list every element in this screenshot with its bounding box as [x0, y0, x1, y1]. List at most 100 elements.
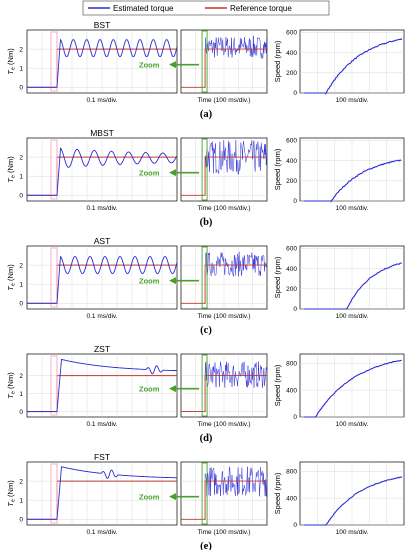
- zoom-label: Zoom: [139, 493, 160, 502]
- axis-label-speed: Speed (rpm): [273, 148, 282, 190]
- axis-label-time-long: Time (100 ms/div.): [197, 205, 250, 212]
- tick-label-torque: 1: [19, 65, 23, 72]
- speed-line: [304, 359, 402, 418]
- reference-torque-line-long: [181, 264, 267, 304]
- panel-title: MBST: [90, 128, 114, 138]
- left-arrow-icon: [169, 169, 176, 177]
- tick-label-speed: 0: [293, 306, 297, 313]
- torque-long-plot: Time (100 ms/div.): [180, 461, 268, 536]
- chart-legend: Estimated torque Reference torque: [82, 0, 330, 16]
- reference-torque-line-long: [181, 375, 267, 413]
- tick-label-torque: 1: [19, 281, 23, 288]
- axis-label-time-speed: 100 ms/div.: [336, 421, 369, 428]
- zoom-highlight-box: [50, 355, 58, 416]
- zoom-highlight-box: [50, 463, 58, 524]
- zoom-highlight-box: [50, 247, 58, 308]
- estimated-torque-line-long: [181, 361, 267, 412]
- left-arrow-icon: [169, 385, 176, 393]
- torque-long-plot: Time (100 ms/div.): [180, 353, 268, 428]
- tick-label-torque: 0: [19, 84, 23, 91]
- torque-zoom-plot: 0 1 2 ZST Te (Nm) 0.1 ms/div.: [6, 344, 178, 428]
- zoom-window-marker: [201, 354, 208, 417]
- tick-label-speed: 800: [286, 360, 297, 367]
- tick-label-torque: 1: [19, 497, 23, 504]
- torque-long-plot: Time (100 ms/div.): [180, 29, 268, 104]
- tick-label-speed: 0: [293, 198, 297, 205]
- axis-label-time-zoom: 0.1 ms/div.: [87, 421, 118, 428]
- axis-label-time-zoom: 0.1 ms/div.: [87, 313, 118, 320]
- axis-label-time-speed: 100 ms/div.: [336, 529, 369, 536]
- estimated-torque-line-long: [181, 251, 267, 304]
- estimated-torque-line-long: [181, 35, 267, 88]
- axis-label-time-zoom: 0.1 ms/div.: [87, 205, 118, 212]
- panel-bst: 0 1 2 BST Te (Nm) 0.1 ms/div. Time (100 ms/div…: [6, 20, 405, 120]
- figure-row-c: 0 1 2 AST Te (Nm) 0.1 ms/div. Time (100 ms/div…: [0, 236, 412, 344]
- panel-title: ZST: [94, 344, 110, 354]
- speed-line: [304, 262, 403, 310]
- estimated-torque-line: [27, 38, 178, 88]
- tick-label-speed: 400: [286, 266, 297, 273]
- axis-label-time-speed: 100 ms/div.: [336, 313, 369, 320]
- tick-label-torque: 0: [19, 516, 23, 523]
- panel-title: AST: [94, 236, 111, 246]
- panel-caption: (c): [200, 325, 212, 336]
- axis-label-speed: Speed (rpm): [273, 364, 282, 406]
- axis-label-time-speed: 100 ms/div.: [336, 205, 369, 212]
- tick-label-torque: 2: [19, 373, 23, 380]
- panel-zst: 0 1 2 ZST Te (Nm) 0.1 ms/div. Time (100 ms/div…: [6, 344, 405, 444]
- torque-zoom-plot: 0 1 2 FST Te (Nm) 0.1 ms/div.: [6, 452, 178, 536]
- tick-label-torque: 2: [19, 154, 23, 161]
- tick-label-speed: 400: [286, 158, 297, 165]
- legend-label-estimated: Estimated torque: [113, 4, 174, 13]
- zoom-highlight-box: [50, 139, 58, 200]
- tick-label-speed: 400: [286, 50, 297, 57]
- estimated-torque-line: [27, 255, 178, 304]
- left-arrow-icon: [169, 277, 176, 285]
- tick-label-torque: 0: [19, 409, 23, 416]
- torque-zoom-plot: 0 1 2 MBST Te (Nm) 0.1 ms/div.: [6, 128, 178, 212]
- tick-label-torque: 1: [19, 173, 23, 180]
- zoom-window-marker: [201, 246, 208, 309]
- estimated-torque-line-long: [181, 466, 267, 520]
- speed-line: [304, 159, 402, 203]
- panel-title: FST: [94, 452, 110, 462]
- speed-plot: 0 200 400 600 Speed (rpm) 100 ms/div.: [273, 137, 405, 212]
- axis-label-time-long: Time (100 ms/div.): [197, 313, 250, 320]
- axis-label-time-zoom: 0.1 ms/div.: [87, 529, 118, 536]
- reference-torque-line-long: [181, 156, 267, 196]
- panel-caption: (a): [200, 109, 213, 120]
- reference-torque-line-long: [181, 480, 267, 520]
- speed-plot: 0 200 400 600 Speed (rpm) 100 ms/div.: [273, 29, 405, 104]
- figure-row-a: 0 1 2 BST Te (Nm) 0.1 ms/div. Time (100 ms/div…: [0, 20, 412, 128]
- axis-label-torque: Te (Nm): [6, 156, 17, 183]
- estimated-torque-line: [27, 147, 178, 196]
- axis-label-speed: Speed (rpm): [273, 40, 282, 82]
- tick-label-speed: 200: [286, 70, 297, 77]
- speed-plot: 0 400 800 Speed (rpm) 100 ms/div.: [273, 461, 405, 536]
- tick-label-speed: 200: [286, 286, 297, 293]
- axis-label-torque: Te (Nm): [6, 48, 17, 75]
- figure-row-b: 0 1 2 MBST Te (Nm) 0.1 ms/div. Time (100 ms/di…: [0, 128, 412, 236]
- zoom-window-marker: [201, 138, 208, 201]
- zoom-label: Zoom: [139, 169, 160, 178]
- tick-label-torque: 1: [19, 391, 23, 398]
- zoom-window-marker: [201, 462, 208, 525]
- tick-label-torque: 0: [19, 300, 23, 307]
- tick-label-speed: 600: [286, 30, 297, 37]
- figure-row-d: 0 1 2 ZST Te (Nm) 0.1 ms/div. Time (100 ms/div…: [0, 344, 412, 452]
- tick-label-speed: 600: [286, 246, 297, 253]
- panel-caption: (b): [200, 217, 213, 228]
- tick-label-speed: 400: [286, 387, 297, 394]
- torque-long-plot: Time (100 ms/div.): [180, 245, 268, 320]
- speed-line: [304, 476, 403, 526]
- tick-label-speed: 0: [293, 90, 297, 97]
- legend-label-reference: Reference torque: [230, 4, 292, 13]
- torque-zoom-plot: 0 1 2 AST Te (Nm) 0.1 ms/div.: [6, 236, 178, 320]
- axis-label-time-zoom: 0.1 ms/div.: [87, 97, 118, 104]
- figure-row-e: 0 1 2 FST Te (Nm) 0.1 ms/div. Time (100 ms/div…: [0, 452, 412, 560]
- tick-label-torque: 0: [19, 192, 23, 199]
- torque-long-plot: Time (100 ms/div.): [180, 137, 268, 212]
- axis-label-torque: Te (Nm): [6, 480, 17, 507]
- zoom-label: Zoom: [139, 277, 160, 286]
- tick-label-speed: 800: [286, 468, 297, 475]
